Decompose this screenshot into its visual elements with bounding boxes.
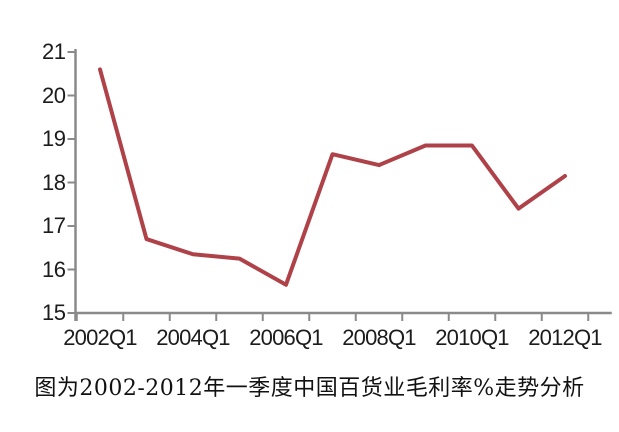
- x-axis-tick-label: 2002Q1: [63, 325, 137, 350]
- y-axis-tick-label: 17: [42, 213, 66, 238]
- x-axis-tick-label: 2006Q1: [249, 325, 323, 350]
- y-axis-tick-label: 19: [42, 126, 66, 151]
- chart-caption: 图为2002-2012年一季度中国百货业毛利率%走势分析: [34, 376, 585, 401]
- x-axis-tick-label: 2010Q1: [435, 325, 509, 350]
- series-line: [98, 67, 567, 287]
- x-axis-tick-label: 2008Q1: [342, 325, 416, 350]
- y-axis-tick-label: 18: [42, 169, 66, 195]
- x-axis-tick-label: 2004Q1: [156, 325, 230, 350]
- y-axis-tick-label: 15: [42, 300, 66, 325]
- y-axis-tick-label: 20: [42, 82, 66, 108]
- y-axis-tick-label: 21: [42, 39, 66, 64]
- x-axis-tick-label: 2012Q1: [528, 325, 602, 350]
- y-axis-tick-label: 16: [42, 256, 66, 282]
